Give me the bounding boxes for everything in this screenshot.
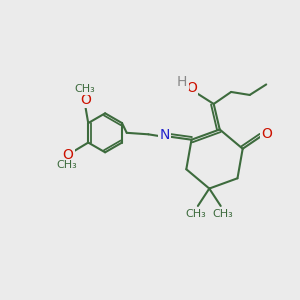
Text: H: H [177,75,188,89]
Text: N: N [159,128,170,142]
Text: CH₃: CH₃ [74,84,95,94]
Text: CH₃: CH₃ [213,209,233,219]
Text: O: O [80,93,91,107]
Text: O: O [261,127,272,141]
Text: O: O [62,148,73,162]
Text: O: O [186,81,196,95]
Text: CH₃: CH₃ [185,209,206,219]
Text: CH₃: CH₃ [57,160,78,170]
